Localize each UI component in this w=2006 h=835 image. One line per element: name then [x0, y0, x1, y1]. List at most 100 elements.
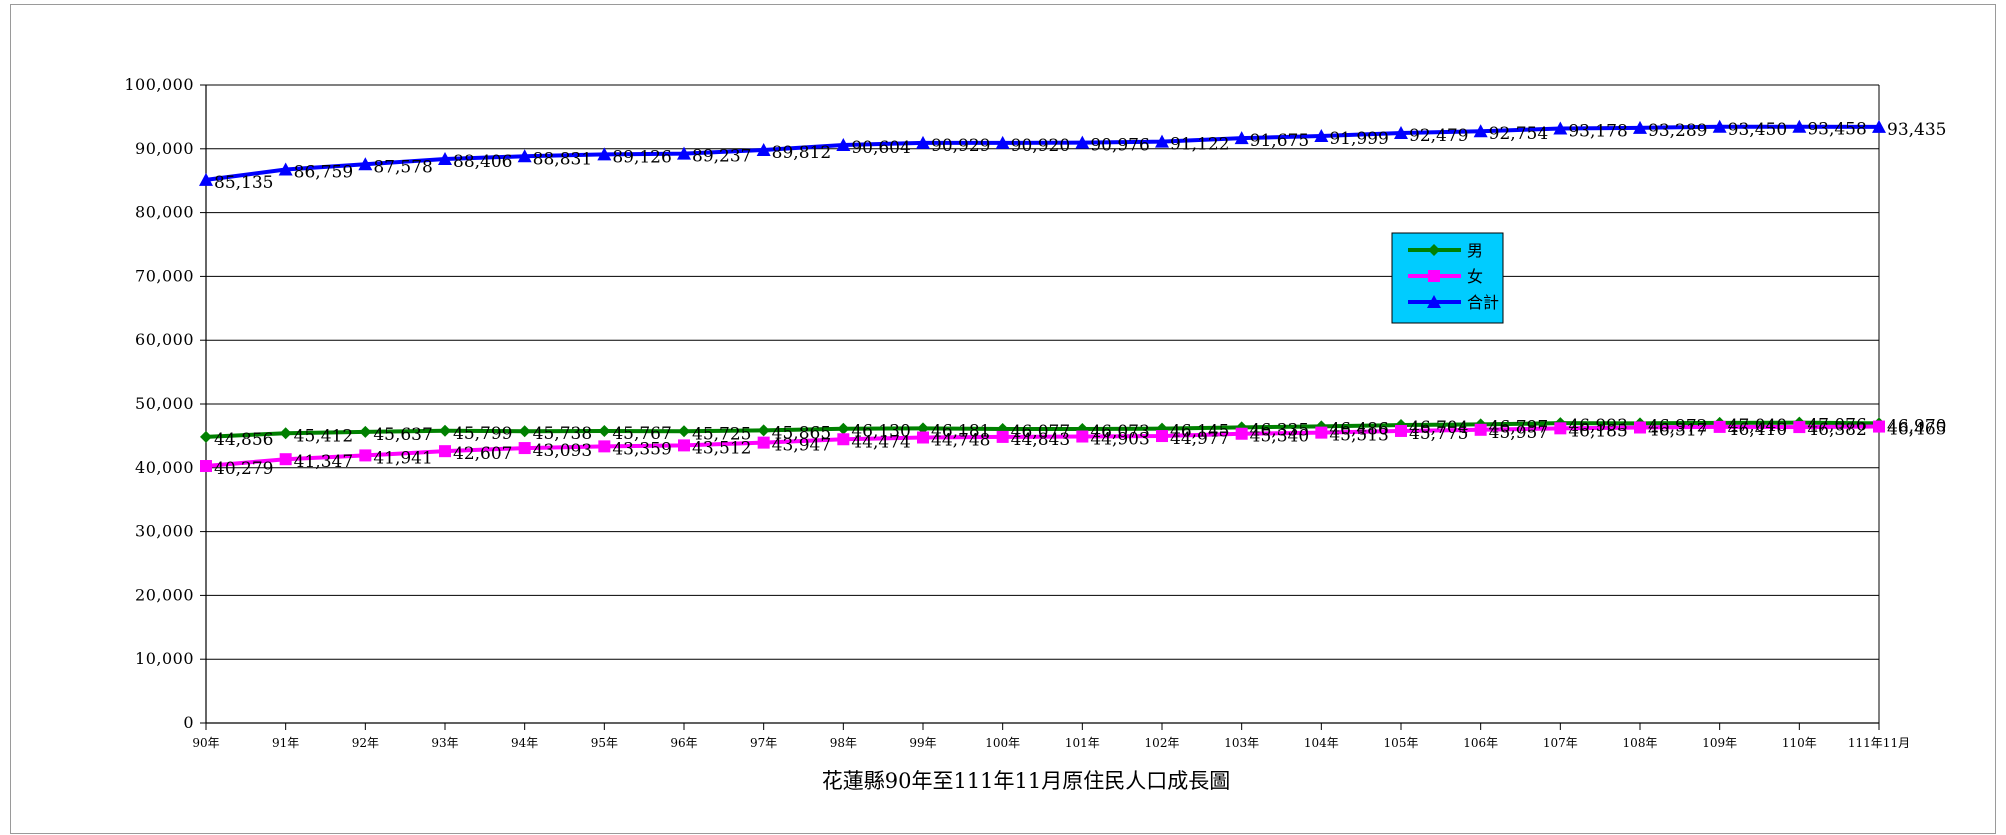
- data-label: 46,486: [1329, 419, 1388, 439]
- data-label: 46,130: [851, 422, 910, 442]
- data-point: [279, 427, 292, 440]
- x-tick-label: 96年: [670, 736, 697, 750]
- data-label: 45,340: [1250, 427, 1309, 447]
- data-label: 92,479: [1409, 126, 1468, 146]
- data-point: [1872, 119, 1886, 133]
- data-point: [1234, 131, 1249, 145]
- data-label: 45,412: [294, 426, 353, 446]
- x-tick-label: 108年: [1623, 736, 1658, 750]
- y-tick-label: 0: [183, 713, 194, 732]
- x-tick-label: 107年: [1543, 736, 1578, 750]
- x-tick-label: 98年: [830, 736, 857, 750]
- data-point: [278, 162, 293, 176]
- data-label: 45,865: [772, 423, 831, 443]
- data-label: 45,725: [692, 424, 751, 444]
- legend-label: 女: [1467, 267, 1483, 286]
- data-point: [1554, 422, 1567, 435]
- x-tick-label: 97年: [750, 736, 777, 750]
- data-point: [199, 172, 213, 186]
- data-label: 90,920: [1011, 136, 1070, 156]
- data-point: [518, 442, 531, 455]
- data-point: [1474, 423, 1487, 436]
- data-point: [757, 424, 770, 437]
- legend-marker: [1427, 295, 1441, 308]
- data-point: [279, 453, 292, 466]
- x-tick-label: 104年: [1304, 736, 1339, 750]
- data-point: [1713, 420, 1726, 433]
- data-point: [1076, 430, 1089, 443]
- data-point: [757, 436, 770, 449]
- data-point: [1634, 421, 1646, 434]
- data-point: [836, 137, 851, 151]
- data-label: 44,843: [1011, 430, 1070, 450]
- data-point: [358, 157, 373, 171]
- data-label: 93,435: [1887, 120, 1946, 140]
- data-point: [756, 142, 771, 156]
- y-tick-label: 10,000: [135, 649, 194, 668]
- data-point: [996, 430, 1009, 443]
- data-label: 46,465: [1887, 420, 1946, 440]
- y-tick-label: 40,000: [135, 458, 194, 477]
- data-label: 45,775: [1409, 424, 1468, 444]
- data-label: 40,279: [214, 459, 273, 479]
- data-label: 41,347: [294, 452, 353, 472]
- data-label: 46,335: [1250, 420, 1309, 440]
- data-label: 44,977: [1170, 429, 1229, 449]
- legend-marker: [1428, 270, 1440, 282]
- y-tick-label: 90,000: [135, 139, 194, 158]
- data-label: 89,126: [612, 147, 671, 167]
- chart-title: 花蓮縣90年至111年11月原住民人口成長圖: [822, 769, 1231, 793]
- data-point: [1156, 430, 1168, 443]
- data-point: [200, 460, 212, 473]
- series-line-1: [205, 424, 1880, 469]
- data-point: [678, 425, 690, 438]
- legend-label: 男: [1467, 241, 1483, 260]
- data-label: 44,474: [851, 432, 910, 452]
- data-label: 92,754: [1489, 124, 1548, 144]
- y-tick-label: 60,000: [135, 330, 194, 349]
- x-tick-label: 93年: [431, 736, 458, 750]
- data-point: [518, 425, 531, 438]
- data-label: 87,578: [373, 157, 432, 177]
- x-tick-label: 92年: [352, 736, 379, 750]
- data-point: [598, 440, 611, 453]
- data-label: 90,976: [1090, 136, 1149, 156]
- data-point: [916, 135, 930, 149]
- data-point: [837, 422, 850, 435]
- data-point: [1315, 426, 1328, 439]
- x-tick-label: 91年: [272, 736, 299, 750]
- data-label: 47,040: [1728, 416, 1787, 436]
- data-label: 89,812: [772, 143, 831, 163]
- data-label: 93,450: [1728, 120, 1787, 140]
- data-label: 45,637: [373, 425, 432, 445]
- data-label: 46,073: [1090, 422, 1149, 442]
- data-label: 41,941: [373, 448, 432, 468]
- data-label: 46,077: [1011, 422, 1070, 442]
- data-point: [1155, 134, 1169, 148]
- data-point: [677, 146, 691, 160]
- series-line-0: [205, 420, 1880, 439]
- data-label: 43,359: [612, 439, 671, 459]
- data-point: [1712, 119, 1727, 133]
- data-label: 46,410: [1728, 420, 1787, 440]
- data-label: 86,759: [294, 162, 353, 182]
- y-tick-label: 70,000: [135, 266, 194, 285]
- data-point: [439, 445, 451, 458]
- data-label: 46,797: [1489, 417, 1548, 437]
- x-tick-label: 106年: [1463, 736, 1498, 750]
- data-point: [359, 425, 372, 438]
- series-line-2: [205, 124, 1880, 182]
- data-point: [1314, 129, 1329, 143]
- data-label: 45,957: [1489, 423, 1548, 443]
- data-point: [1395, 424, 1407, 437]
- data-label: 89,237: [692, 147, 751, 167]
- data-point: [597, 147, 612, 161]
- data-label: 46,972: [1648, 416, 1707, 436]
- data-point: [1792, 119, 1807, 133]
- x-tick-label: 95年: [591, 736, 618, 750]
- data-point: [1394, 125, 1408, 139]
- data-point: [917, 431, 929, 444]
- data-point: [917, 422, 929, 435]
- data-point: [1793, 421, 1806, 434]
- data-labels: 44,856 45,412 45,637 45,799 45,738 45,767 45,7…: [214, 120, 1946, 479]
